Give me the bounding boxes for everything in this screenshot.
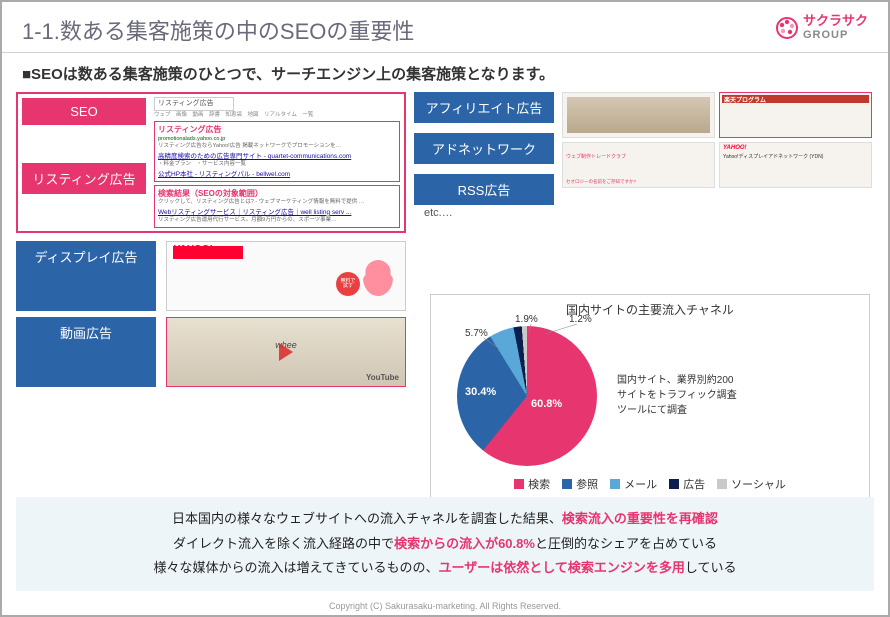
search-results-mock: リスティング広告 ウェブ 画像 動画 辞書 知恵袋 地図 リアルタイム 一覧 リ… — [150, 94, 404, 231]
chart-title: 国内サイトの主要流入チャネル — [439, 301, 861, 318]
thumb-rakuten: 楽天プログラム — [719, 92, 872, 138]
tag-listing: リスティング広告 — [22, 163, 146, 194]
summary-box: 日本国内の様々なウェブサイトへの流入チャネルを調査した結果、検索流入の重要性を再… — [16, 497, 874, 591]
logo: サクラサク GROUP — [775, 14, 868, 41]
chart-panel: 国内サイトの主要流入チャネル 60.8% 30.4% 5.7% 1.9% 1.2… — [430, 294, 870, 510]
seo-listing-box: SEO リスティング広告 リスティング広告 ウェブ 画像 動画 辞書 知恵袋 地… — [16, 92, 406, 233]
sakura-icon — [775, 16, 799, 40]
display-ad-thumb: YAHOO! 無料で試す — [166, 241, 406, 311]
tag-display: ディスプレイ広告 — [16, 241, 156, 311]
chart-legend: 検索参照メール広告ソーシャル — [439, 476, 861, 492]
mascot-icon — [363, 260, 393, 296]
tag-video: 動画広告 — [16, 317, 156, 387]
thumb-ydn: YAHOO! Yahoo!ディスプレイアドネットワーク (YDN) — [719, 142, 872, 188]
logo-text: サクラサク GROUP — [803, 14, 868, 41]
tag-seo: SEO — [22, 98, 146, 125]
page-title: 1-1.数ある集客施策の中のSEOの重要性 — [22, 14, 414, 46]
youtube-label: YouTube — [366, 373, 399, 382]
search-input-mock: リスティング広告 — [154, 97, 234, 111]
thumb-webclub: ウェブ制作トレードクラブ セオロジーの名前をご存知ですか? — [562, 142, 715, 188]
tag-adnetwork: アドネットワーク — [414, 133, 554, 164]
chart-note: 国内サイト、業界別約200サイトをトラフィック調査ツールにて調査 — [617, 373, 737, 418]
thumb-affiliate-1 — [562, 92, 715, 138]
tag-affiliate: アフィリエイト広告 — [414, 92, 554, 123]
subtitle: ■SEOは数ある集客施策のひとつで、サーチエンジン上の集客施策となります。 — [2, 53, 888, 92]
etc-label: etc.… — [414, 207, 554, 219]
yahoo-logo: YAHOO! — [173, 244, 212, 255]
video-ad-thumb: whee YouTube — [166, 317, 406, 387]
copyright: Copyright (C) Sakurasaku-marketing. All … — [2, 601, 888, 611]
tag-rss: RSS広告 — [414, 174, 554, 205]
pie-chart: 60.8% 30.4% 5.7% 1.9% 1.2% — [439, 320, 609, 470]
